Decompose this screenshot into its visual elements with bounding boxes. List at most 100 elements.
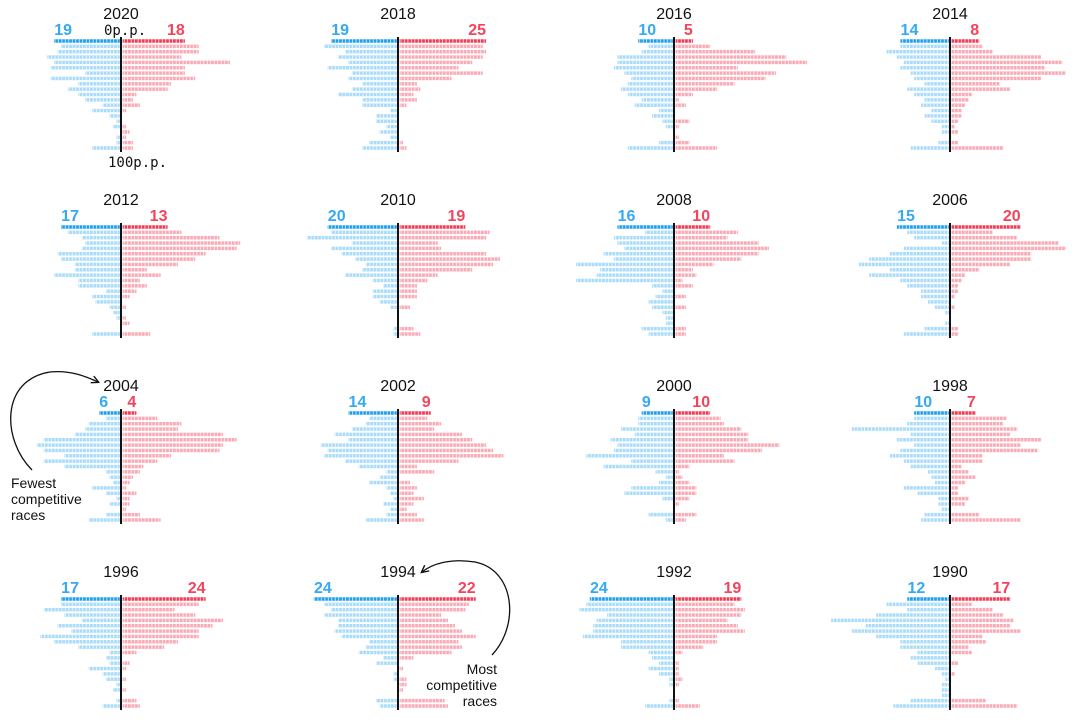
bar-left [389, 305, 397, 309]
bar-right [675, 87, 718, 91]
bar-right [122, 459, 158, 463]
bar-left [851, 427, 949, 431]
bar-left [105, 512, 120, 517]
panel-1994: 1994 24 22 [313, 564, 476, 710]
bar-right [399, 146, 407, 150]
year-label: 1990 [932, 564, 968, 581]
bar-left [941, 130, 949, 134]
bar-right [399, 284, 417, 288]
bar-right [122, 597, 206, 601]
bar-right [951, 438, 1042, 442]
bar-left [631, 459, 673, 463]
bar-left [914, 416, 949, 421]
bar-left [389, 491, 397, 495]
bar-right [122, 98, 133, 102]
bar-right [122, 677, 127, 681]
bar-left [337, 624, 397, 628]
bar-left [351, 427, 397, 431]
annotation-line: Most [467, 661, 497, 677]
bar-right [399, 650, 452, 655]
bar-left [393, 332, 397, 336]
bar-left [945, 677, 949, 681]
bar-left [358, 464, 397, 469]
bar-right [951, 246, 1066, 251]
bar-right [951, 704, 1018, 708]
bar-left [907, 607, 949, 612]
bar-right [951, 262, 1011, 267]
bar-right [122, 518, 161, 522]
right-count-label: 24 [188, 580, 206, 597]
bar-right [122, 421, 182, 426]
bar-left [337, 55, 397, 59]
bar-right [122, 305, 127, 309]
bar-left [658, 140, 673, 145]
bar-left [372, 294, 397, 299]
bar-right [951, 146, 1004, 150]
bar-right [951, 114, 962, 118]
bar-left [78, 278, 120, 283]
bar-left [934, 666, 949, 671]
bar-right [675, 124, 680, 129]
bar-right [122, 55, 182, 59]
annotation-fewest: Fewest competitive races [10, 370, 98, 523]
bar-left [620, 87, 673, 91]
bar-left [938, 140, 949, 145]
bar-right [951, 464, 962, 469]
bar-right [122, 49, 199, 54]
bar-left [914, 76, 949, 81]
bar-left [109, 650, 120, 655]
bar-right [951, 55, 1042, 59]
bar-left [903, 486, 949, 490]
bar-left [43, 438, 120, 442]
bar-right [399, 682, 407, 687]
bar-right [951, 512, 980, 517]
annotation-line: competitive [11, 491, 82, 507]
left-count-label: 10 [914, 394, 932, 411]
bar-left [60, 602, 120, 607]
bar-left [92, 486, 120, 490]
bar-left [638, 421, 673, 426]
bar-left [372, 278, 397, 283]
right-count-label: 19 [723, 580, 741, 597]
bar-left [624, 246, 673, 251]
right-count-label: 10 [692, 208, 710, 225]
bar-right [399, 613, 442, 617]
bar-right [675, 666, 680, 671]
bar-right [675, 49, 756, 54]
right-count-label: 18 [167, 22, 185, 39]
bar-right [951, 241, 1059, 245]
bar-left [658, 108, 673, 113]
bar-right [399, 92, 414, 97]
bar-right [951, 427, 1018, 431]
bar-left [116, 140, 120, 145]
bar-right [951, 71, 1066, 75]
bar-left [641, 411, 673, 415]
bar-left [941, 693, 949, 698]
bar-left [669, 698, 673, 703]
bar-right [675, 502, 680, 506]
left-count-label: 9 [642, 394, 651, 411]
axis-label-top: 0p.p. [104, 23, 146, 39]
bar-left [910, 146, 949, 150]
bar-right [675, 273, 697, 277]
bar-right [122, 470, 140, 474]
bar-left [869, 257, 949, 261]
bar-left [54, 273, 120, 277]
bar-right [122, 688, 127, 692]
year-label: 2014 [932, 6, 968, 23]
bar-left [50, 66, 120, 70]
year-label: 2016 [656, 6, 692, 23]
bar-right [951, 305, 956, 309]
right-count-label: 4 [127, 394, 136, 411]
bar-left [627, 146, 673, 150]
bar-left [109, 114, 120, 118]
bar-right [675, 613, 742, 617]
bar-left [331, 39, 397, 43]
bar-left [313, 597, 397, 601]
bar-right [122, 60, 230, 65]
bar-right [122, 246, 237, 251]
bar-left [928, 470, 949, 474]
bar-right [675, 640, 718, 644]
bar-left [945, 321, 949, 326]
